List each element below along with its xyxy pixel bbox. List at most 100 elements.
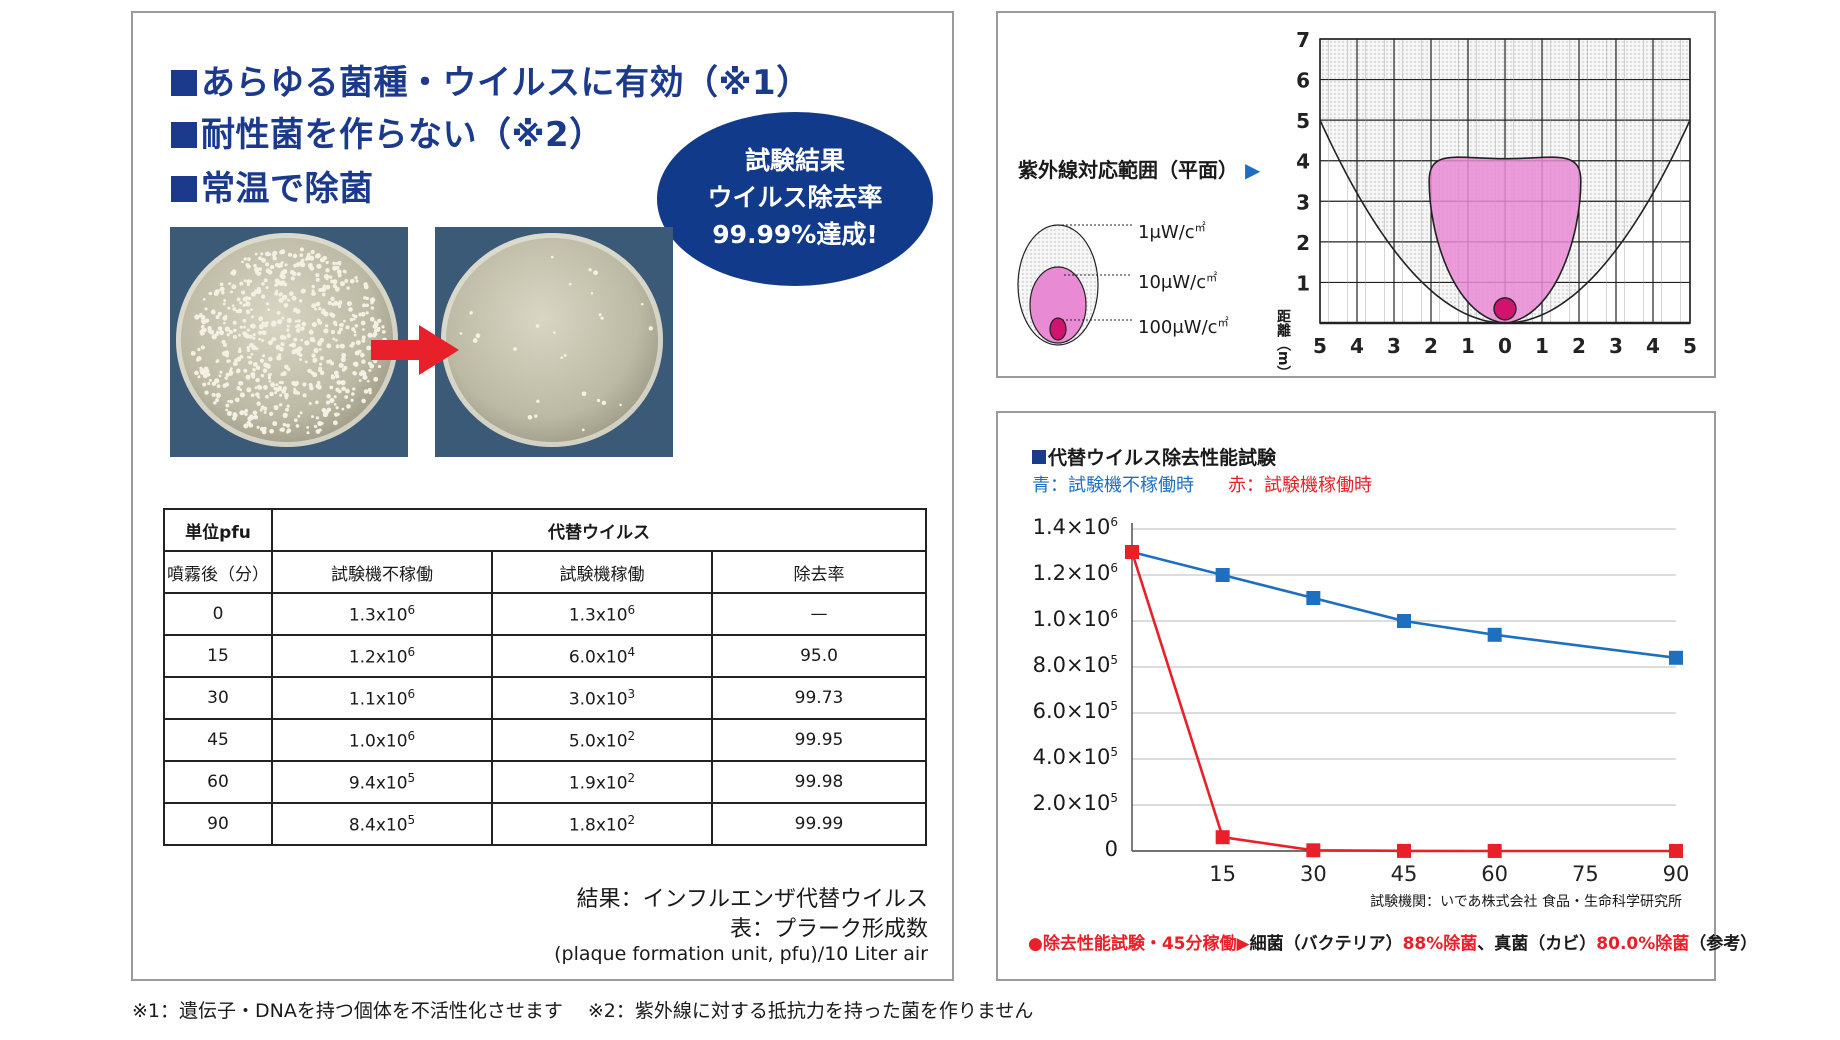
petri-dish-after-image [435, 227, 673, 457]
cell-on: 1.9x102 [491, 760, 713, 804]
cell-rate: 99.73 [711, 676, 927, 720]
y-tick-label: 5 [1296, 109, 1310, 133]
x-tick-label: 2 [1424, 334, 1438, 358]
cell-time: 45 [163, 718, 273, 762]
table-header-rate: 除去率 [711, 550, 927, 594]
x-tick-label: 15 [1209, 862, 1236, 886]
y-tick-label: 4 [1296, 150, 1310, 174]
line-plot: 15 30 45 60 75 90 [1125, 523, 1689, 886]
cell-on: 5.0x102 [491, 718, 713, 762]
data-point [1306, 843, 1321, 858]
left-panel: あらゆる菌種・ウイルスに有効（※1） 耐性菌を作らない（※2） 常温で除菌 試験… [131, 11, 954, 981]
x-tick-label: 5 [1683, 334, 1697, 358]
cell-time: 30 [163, 676, 273, 720]
table-header-on: 試験機稼働 [491, 550, 713, 594]
x-tick-label: 1 [1535, 334, 1549, 358]
y-tick-label: 0 [1104, 837, 1118, 861]
legend-blue: 青：試験機不稼働時 [1032, 475, 1194, 496]
x-tick-label: 30 [1300, 862, 1327, 886]
cell-rate: 99.95 [711, 718, 927, 762]
headline-2: 耐性菌を作らない（※2） [171, 107, 604, 156]
cell-rate: 99.98 [711, 760, 927, 804]
badge-line-1: 試験結果 [744, 146, 845, 175]
x-tick-label: 3 [1387, 334, 1401, 358]
data-point [1487, 843, 1502, 858]
x-tick-label: 45 [1391, 862, 1418, 886]
table-header-off: 試験機不稼働 [271, 550, 493, 594]
data-point [1306, 591, 1321, 605]
data-point [1669, 650, 1683, 665]
source-note: 試験機関：いであ株式会社 食品・生命科学研究所 [1370, 894, 1682, 910]
square-bullet-icon [171, 70, 197, 96]
table-row: 15 1.2x106 6.0x104 95.0 [163, 634, 927, 678]
cell-rate: 95.0 [711, 634, 927, 678]
note-unit: (plaque formation unit, pfu)/10 Liter ai… [554, 943, 928, 965]
badge-line-3: 99.99%達成! [712, 220, 878, 249]
data-point [1125, 545, 1139, 559]
note-result: 結果：インフルエンザ代替ウイルス [576, 887, 928, 912]
cell-time: 15 [163, 634, 273, 678]
table-row: 60 9.4x105 1.9x102 99.98 [163, 760, 927, 804]
series-line-0 [1131, 550, 1677, 660]
data-point [1215, 568, 1230, 582]
cell-off: 1.2x106 [271, 634, 493, 678]
legend-label-1: 1μW/c㎡ [1138, 221, 1206, 243]
cell-time: 60 [163, 760, 273, 804]
square-bullet-icon [171, 176, 197, 202]
headline-1: あらゆる菌種・ウイルスに有効（※1） [171, 55, 811, 104]
cell-rate: 99.99 [711, 802, 927, 846]
x-tick-label: 5 [1313, 334, 1327, 358]
square-bullet-icon [171, 122, 197, 148]
x-tick-label: 4 [1350, 334, 1364, 358]
note-table: 表：プラーク形成数 [729, 917, 928, 942]
cell-on: 3.0x103 [491, 676, 713, 720]
table-header-time: 噴霧後（分） [163, 550, 273, 594]
cell-rate: — [711, 592, 927, 636]
uv-range-label: 紫外線対応範囲（平面） ▶ [1018, 158, 1261, 182]
x-tick-label: 2 [1572, 334, 1586, 358]
arrow-right-icon [371, 325, 459, 375]
cell-on: 1.8x102 [491, 802, 713, 846]
table-row: 0 1.3x106 1.3x106— [163, 592, 927, 636]
table-row: 45 1.0x106 5.0x102 99.95 [163, 718, 927, 762]
cell-on: 1.3x106 [491, 592, 713, 636]
data-table: 単位pfu 代替ウイルス 噴霧後（分） 試験機不稼働 試験機稼働 除去率 0 1.… [163, 508, 927, 846]
x-tick-label: 4 [1646, 334, 1660, 358]
x-tick-label: 3 [1609, 334, 1623, 358]
cell-time: 90 [163, 802, 273, 846]
distance-axis-label: 距離（m） [1275, 309, 1291, 380]
y-tick-label: 6 [1296, 69, 1310, 93]
y-tick-label: 1.2×106 [1032, 561, 1118, 585]
series-line-1 [1130, 551, 1676, 853]
x-tick-label: 60 [1481, 862, 1508, 886]
data-point [1215, 830, 1230, 845]
cell-off: 1.1x106 [271, 676, 493, 720]
y-tick-label: 1.0×106 [1032, 607, 1118, 631]
footnote: ※1：遺伝子・DNAを持つ個体を不活性化させます ※2：紫外線に対する抵抗力を持… [132, 1000, 1034, 1022]
y-tick-label: 6.0×105 [1032, 699, 1118, 723]
legend-100uw [1049, 317, 1067, 341]
legend-diagram [1017, 224, 1132, 346]
cell-on: 6.0x104 [491, 634, 713, 678]
y-tick-label: 1.4×106 [1032, 515, 1118, 539]
cell-off: 1.0x106 [271, 718, 493, 762]
legend-10uw [1029, 266, 1087, 344]
cell-time: 0 [163, 592, 273, 636]
result-badge: 試験結果 ウイルス除去率 99.99%達成! [657, 112, 933, 286]
data-point [1397, 843, 1411, 858]
data-point [1487, 627, 1502, 642]
y-tick-label: 3 [1296, 190, 1310, 214]
petri-dish-before-image [170, 227, 408, 457]
legend-label-3: 100μW/c㎡ [1138, 316, 1229, 338]
square-bullet-icon [1032, 450, 1046, 464]
y-tick-label: 1 [1296, 271, 1310, 295]
bottom-note: ●除去性能試験・45分稼働▶細菌（バクテリア）88%除菌、真菌（カビ）80.0%… [1028, 934, 1758, 954]
y-tick-label: 2.0×105 [1032, 791, 1118, 815]
badge-line-2: ウイルス除去率 [707, 183, 883, 212]
virus-removal-chart: 代替ウイルス除去性能試験 青：試験機不稼働時 赤：試験機稼働時 0 2.0×105… [996, 411, 1757, 981]
cell-off: 1.3x106 [271, 592, 493, 636]
x-tick-label: 75 [1572, 862, 1599, 886]
table-header-virus: 代替ウイルス [271, 508, 927, 552]
